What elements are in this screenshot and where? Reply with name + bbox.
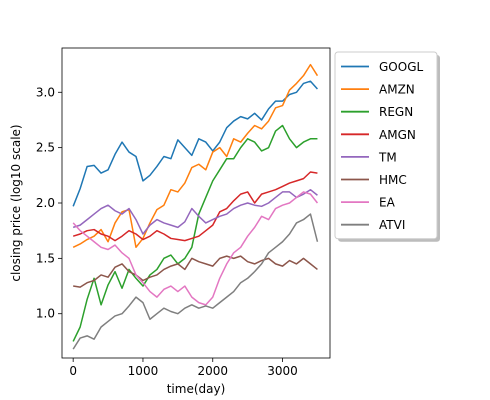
legend-label-tm: TM (378, 150, 397, 164)
x-tick-label: 2000 (197, 364, 228, 378)
y-tick-label: 2.5 (36, 141, 55, 155)
series-line-hmc (73, 255, 318, 288)
y-axis-label: closing price (log10 scale) (9, 124, 23, 281)
series-line-amzn (72, 63, 319, 249)
series-line-regn (72, 124, 318, 342)
legend: GOOGL AMZN REGN AMGN TM HMC EA ATVI (334, 51, 440, 242)
x-tick-label: 3000 (267, 364, 298, 378)
series-line-tm (72, 188, 318, 235)
series-line-amgn (72, 171, 318, 242)
legend-label-amgn: AMGN (379, 128, 416, 142)
legend-label-ea: EA (379, 196, 396, 210)
y-tick-label: 1.0 (36, 307, 55, 321)
legend-label-amzn: AMZN (379, 83, 415, 97)
y-tick-label: 2.0 (36, 196, 55, 210)
x-axis-label: time(day) (167, 382, 226, 396)
x-axis-ticks: 0 1000 2000 3000 (69, 358, 298, 378)
series-line-atvi (72, 213, 319, 350)
legend-label-googl: GOOGL (379, 60, 423, 74)
series-lines (72, 63, 319, 350)
series-line-ea (72, 191, 319, 306)
series-line-googl (72, 80, 318, 207)
legend-label-regn: REGN (379, 105, 413, 119)
legend-items: GOOGL AMZN REGN AMGN TM HMC EA ATVI (341, 60, 423, 232)
y-tick-label: 1.5 (36, 251, 55, 265)
y-tick-label: 3.0 (36, 85, 55, 99)
y-axis-ticks: 1.0 1.5 2.0 2.5 3.0 (36, 85, 62, 321)
x-tick-label: 0 (69, 364, 77, 378)
x-tick-label: 1000 (128, 364, 159, 378)
legend-label-atvi: ATVI (379, 218, 405, 232)
legend-box (334, 51, 438, 240)
legend-label-hmc: HMC (379, 173, 407, 187)
